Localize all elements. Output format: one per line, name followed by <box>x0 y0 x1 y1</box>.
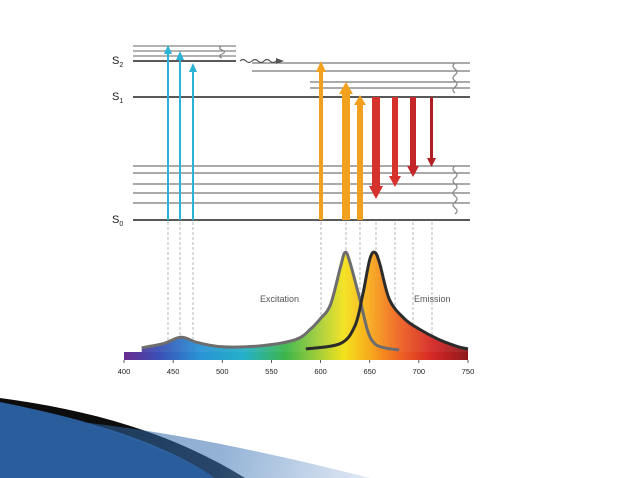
excitation-arrow-head <box>164 45 172 54</box>
slide-swoosh-blue <box>0 402 215 478</box>
emission-arrow-head <box>427 158 436 167</box>
absorption-arrows <box>316 61 366 220</box>
s2-level-group <box>133 45 236 62</box>
absorption-arrow-head <box>354 95 366 105</box>
x-tick-label: 700 <box>413 367 426 376</box>
x-axis-ticks: 400 450 500 550 600 650 700 750 <box>118 360 475 376</box>
x-tick-label: 600 <box>314 367 327 376</box>
emission-arrow-shaft <box>430 97 433 159</box>
x-tick-label: 400 <box>118 367 131 376</box>
excitation-arrows <box>164 45 197 220</box>
excitation-label: Excitation <box>260 294 299 304</box>
emission-arrow-shaft <box>392 97 398 177</box>
x-tick-label: 450 <box>167 367 180 376</box>
excitation-arrow-head <box>189 63 197 72</box>
emission-arrow-head <box>369 186 383 199</box>
s0-label: S0 <box>112 214 123 228</box>
emission-label: Emission <box>414 294 451 304</box>
absorption-arrow-shaft <box>319 70 323 220</box>
emission-arrow-head <box>407 166 419 177</box>
spectrum-chart: 400 450 500 550 600 650 700 750 Excitation Emis… <box>118 250 475 376</box>
vibrational-relaxation-squiggle-icon <box>452 62 458 94</box>
intersystem-wavy-arrow-icon <box>239 58 277 64</box>
absorption-arrow-shaft <box>342 93 350 220</box>
vibrational-relaxation-squiggle-icon <box>218 45 226 59</box>
x-tick-label: 650 <box>363 367 376 376</box>
absorption-arrow-head <box>316 61 326 72</box>
x-tick-label: 550 <box>265 367 278 376</box>
excitation-arrow-head <box>176 51 184 60</box>
excitation-curve <box>141 250 400 352</box>
x-tick-label: 500 <box>216 367 229 376</box>
emission-arrow-head <box>389 176 401 187</box>
intersystem-arrow-head <box>276 58 284 64</box>
spectrum-color-bar <box>124 352 468 360</box>
vibrational-relaxation-squiggle-icon <box>452 165 458 215</box>
s2-label: S2 <box>112 55 123 69</box>
projection-dashed-lines <box>167 222 433 352</box>
emission-arrow-shaft <box>410 97 416 167</box>
absorption-arrow-shaft <box>357 104 363 220</box>
emission-curve <box>305 250 469 351</box>
triplet-or-upper-levels <box>252 62 470 89</box>
absorption-arrow-head <box>339 82 353 94</box>
s0-level-group <box>133 165 470 221</box>
slide-swoosh-light <box>60 420 370 478</box>
s1-label: S1 <box>112 91 123 105</box>
x-tick-label: 750 <box>462 367 475 376</box>
slide-decoration <box>0 398 370 478</box>
emission-arrow-shaft <box>372 97 380 187</box>
emission-arrows <box>369 97 436 199</box>
